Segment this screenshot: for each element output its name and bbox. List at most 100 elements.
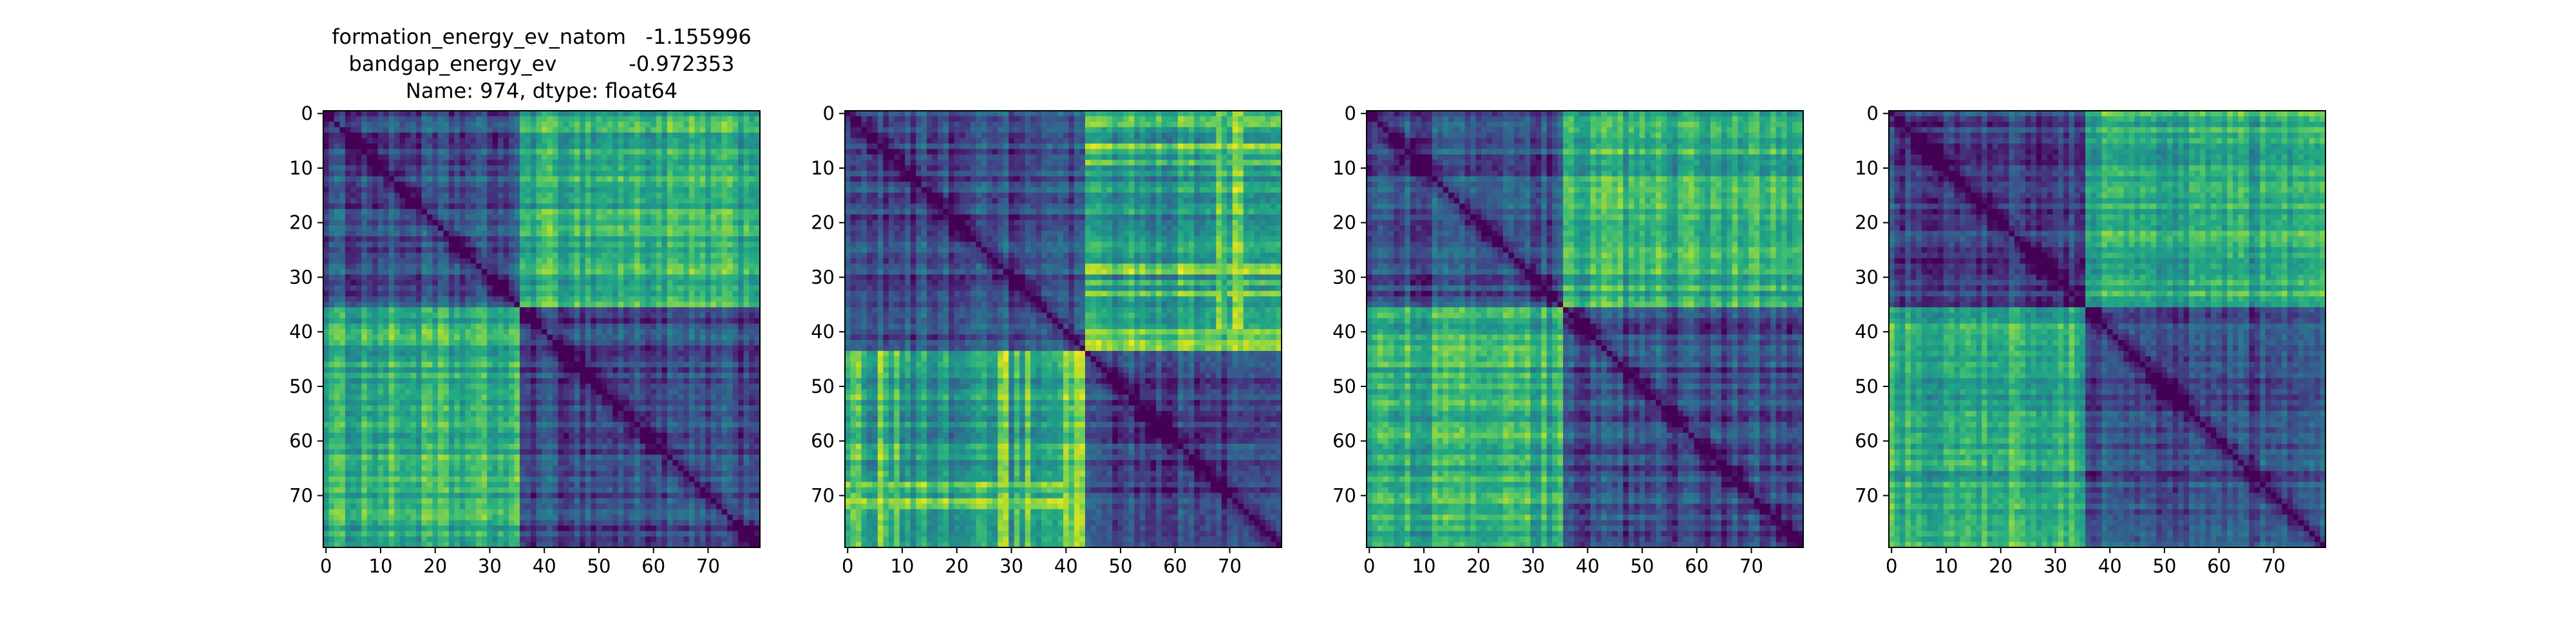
heatmap-cell <box>749 166 755 171</box>
heatmap-cell <box>422 439 428 444</box>
heatmap-cell <box>683 307 689 313</box>
heatmap-cell <box>356 302 362 308</box>
heatmap-cell <box>328 176 334 182</box>
heatmap-cell <box>416 367 422 373</box>
heatmap-cell <box>536 378 542 384</box>
heatmap-cell <box>683 313 689 319</box>
heatmap-cell <box>400 263 406 269</box>
heatmap-cell <box>640 367 646 373</box>
heatmap-cell <box>651 247 657 253</box>
heatmap-cell <box>526 231 531 236</box>
heatmap-cell <box>569 133 574 138</box>
heatmap-cell <box>367 389 373 395</box>
heatmap-cell <box>683 269 689 275</box>
heatmap-cell <box>515 220 520 226</box>
heatmap-cell <box>520 302 526 308</box>
heatmap-cell <box>476 269 482 275</box>
heatmap-cell <box>689 362 695 368</box>
heatmap-cell <box>394 247 400 253</box>
heatmap-cell <box>526 155 531 160</box>
heatmap-cell <box>498 122 504 128</box>
heatmap-cell <box>361 411 367 417</box>
heatmap-cell <box>629 187 635 193</box>
heatmap-cell <box>629 406 635 412</box>
heatmap-cell <box>361 329 367 335</box>
heatmap-cell <box>367 274 373 280</box>
heatmap-cell <box>350 269 356 275</box>
heatmap-cell <box>623 274 629 280</box>
heatmap-cell <box>356 422 362 428</box>
heatmap-cell <box>454 395 460 401</box>
heatmap-cell <box>476 198 482 204</box>
heatmap-cell <box>744 236 750 242</box>
heatmap-cell <box>493 258 498 264</box>
heatmap-cell <box>612 318 618 324</box>
heatmap-cell <box>367 384 373 390</box>
heatmap-cell <box>683 171 689 176</box>
heatmap-cell <box>438 395 444 401</box>
heatmap-cell <box>427 209 433 215</box>
heatmap-cell <box>564 329 569 335</box>
heatmap-cell <box>738 417 744 422</box>
heatmap-cell <box>591 428 596 433</box>
heatmap-cell <box>520 417 526 422</box>
heatmap-cell <box>645 411 651 417</box>
heatmap-cell <box>683 116 689 122</box>
heatmap-cell <box>672 406 678 412</box>
heatmap-cell <box>454 411 460 417</box>
heatmap-cell <box>569 384 574 390</box>
heatmap-cell <box>580 111 585 117</box>
heatmap-cell <box>558 231 564 236</box>
heatmap-cell <box>640 411 646 417</box>
heatmap-cell <box>569 220 574 226</box>
heatmap-cell <box>422 127 428 133</box>
heatmap-cell <box>389 362 395 368</box>
heatmap-cell <box>411 428 417 433</box>
heatmap-cell <box>476 247 482 253</box>
heatmap-cell <box>334 345 340 351</box>
heatmap-cell <box>547 356 553 362</box>
heatmap-cell <box>694 220 700 226</box>
heatmap-cell <box>629 411 635 417</box>
heatmap-cell <box>531 247 536 253</box>
heatmap-cell <box>694 160 700 166</box>
heatmap-cell <box>672 356 678 362</box>
heatmap-cell <box>749 378 755 384</box>
heatmap-cell <box>640 296 646 302</box>
heatmap-cell <box>661 231 667 236</box>
heatmap-cell <box>727 252 733 258</box>
heatmap-cell <box>574 280 580 286</box>
heatmap-cell <box>749 439 755 444</box>
heatmap-cell <box>471 171 477 176</box>
heatmap-cell <box>678 155 684 160</box>
heatmap-cell <box>727 395 733 401</box>
heatmap-cell <box>629 296 635 302</box>
heatmap-cell <box>334 133 340 138</box>
heatmap-cell <box>591 356 596 362</box>
heatmap-cell <box>711 296 717 302</box>
heatmap-cell <box>607 122 613 128</box>
heatmap-cell <box>607 378 613 384</box>
heatmap-cell <box>405 204 411 209</box>
heatmap-cell <box>558 285 564 291</box>
heatmap-cell <box>427 291 433 297</box>
heatmap-cell <box>722 182 728 187</box>
heatmap-cell <box>553 428 558 433</box>
heatmap-cell <box>328 214 334 220</box>
heatmap-cell <box>531 340 536 346</box>
heatmap-cell <box>596 193 602 198</box>
heatmap-cell <box>564 433 569 439</box>
heatmap-cell <box>629 160 635 166</box>
heatmap-cell <box>744 313 750 319</box>
heatmap-cell <box>716 313 722 319</box>
heatmap-cell <box>711 329 717 335</box>
heatmap-cell <box>449 166 455 171</box>
heatmap-cell <box>585 384 591 390</box>
heatmap-cell <box>367 417 373 422</box>
heatmap-cell <box>367 176 373 182</box>
heatmap-cell <box>564 395 569 401</box>
heatmap-cell <box>367 433 373 439</box>
heatmap-cell <box>476 439 482 444</box>
heatmap-cell <box>536 285 542 291</box>
heatmap-cell <box>520 198 526 204</box>
